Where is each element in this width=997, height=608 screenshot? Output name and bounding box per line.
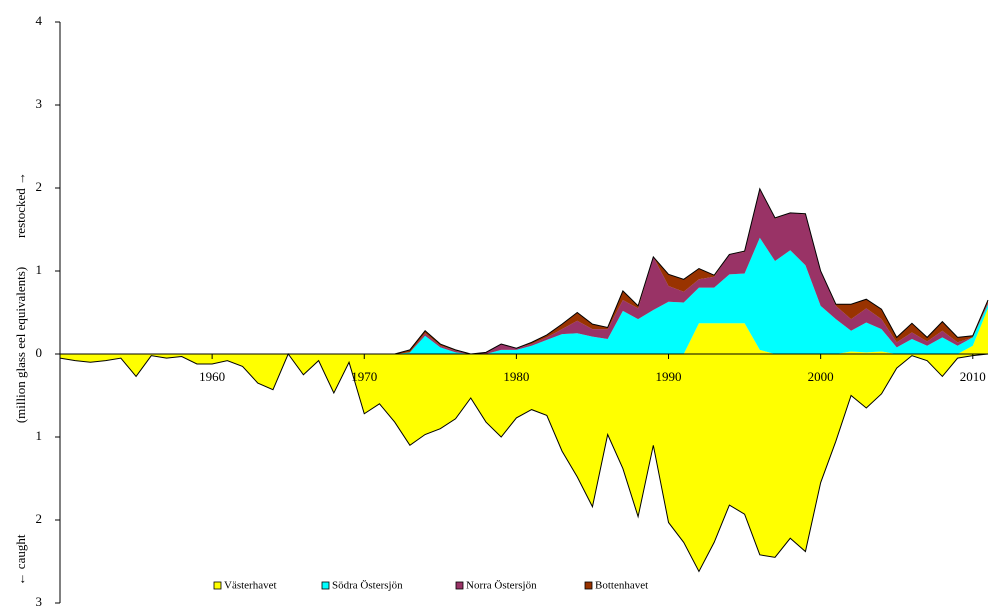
y-tick-label: 2 [36, 179, 43, 194]
x-tick-label: 1990 [656, 369, 682, 384]
y-axis-label: restocked → [13, 172, 28, 238]
x-tick-label: 1960 [199, 369, 225, 384]
area [60, 189, 988, 354]
legend-label: Norra Östersjön [466, 580, 537, 592]
legend-swatch [584, 581, 593, 590]
y-tick-label: 0 [36, 345, 43, 360]
legend-label: Västerhavet [224, 580, 277, 592]
x-tick-label: 2000 [808, 369, 834, 384]
caught-area [59, 352, 989, 573]
x-tick-label: 1970 [351, 369, 377, 384]
x-tick-label: 1980 [503, 369, 529, 384]
legend-label: Bottenhavet [595, 580, 648, 592]
y-axis-label: ← caught [13, 534, 28, 585]
legend-swatch [455, 581, 464, 590]
y-axis-label: (million glass eel equivalents) [13, 267, 28, 423]
y-tick-label: 3 [36, 96, 43, 111]
legend-swatch [321, 581, 330, 590]
legend-swatch [213, 581, 222, 590]
y-tick-label: 4 [36, 13, 43, 28]
y-tick-label: 1 [36, 428, 43, 443]
area [60, 237, 988, 354]
y-tick-label: 1 [36, 262, 43, 277]
y-tick-label: 3 [36, 594, 43, 608]
x-tick-label: 2010 [960, 369, 986, 384]
legend-label: Södra Östersjön [332, 580, 403, 592]
y-tick-label: 2 [36, 511, 43, 526]
area [60, 188, 988, 354]
